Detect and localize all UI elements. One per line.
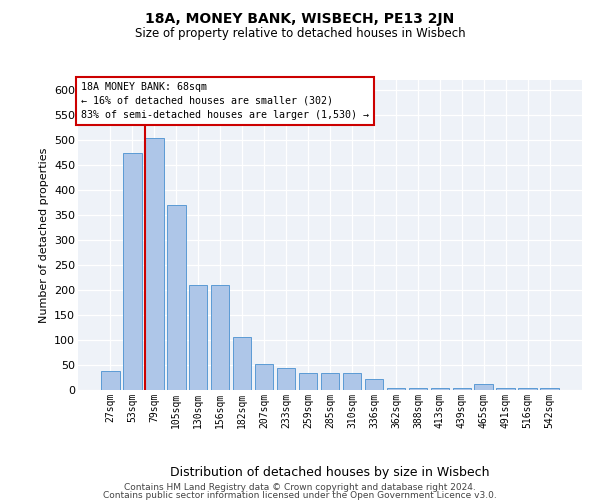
Bar [365,379,383,390]
Text: Distribution of detached houses by size in Wisbech: Distribution of detached houses by size … [170,466,490,479]
Y-axis label: Number of detached properties: Number of detached properties [38,148,49,322]
Bar [496,388,515,390]
Bar [386,388,405,390]
Bar [145,138,164,390]
Bar [101,371,119,390]
Bar [167,205,185,390]
Bar [277,368,295,390]
Text: Contains HM Land Registry data © Crown copyright and database right 2024.: Contains HM Land Registry data © Crown c… [124,483,476,492]
Text: 18A, MONEY BANK, WISBECH, PE13 2JN: 18A, MONEY BANK, WISBECH, PE13 2JN [145,12,455,26]
Text: Contains public sector information licensed under the Open Government Licence v3: Contains public sector information licen… [103,490,497,500]
Bar [452,388,471,390]
Bar [189,285,208,390]
Bar [211,285,229,390]
Bar [320,372,340,390]
Bar [233,336,251,390]
Bar [431,388,449,390]
Bar [123,152,142,390]
Text: 18A MONEY BANK: 68sqm
← 16% of detached houses are smaller (302)
83% of semi-det: 18A MONEY BANK: 68sqm ← 16% of detached … [80,82,368,120]
Bar [255,364,274,390]
Bar [409,388,427,390]
Bar [299,372,317,390]
Bar [343,372,361,390]
Text: Size of property relative to detached houses in Wisbech: Size of property relative to detached ho… [134,28,466,40]
Bar [475,384,493,390]
Bar [541,388,559,390]
Bar [518,388,537,390]
